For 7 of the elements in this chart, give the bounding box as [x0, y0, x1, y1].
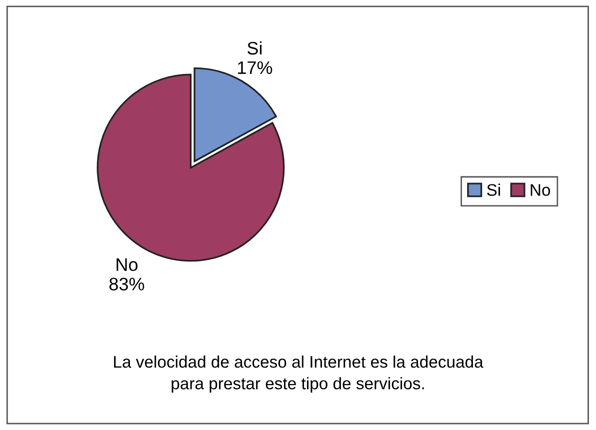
data-label: 17%	[238, 61, 272, 74]
legend-label: No	[530, 184, 550, 196]
text: La velocidad de acceso al Internet es la adecuada para prestar este tipo de servicios.	[114, 356, 484, 393]
slice-label: Si	[248, 41, 262, 55]
legend-label: Si	[487, 184, 500, 196]
data-label: 83%	[109, 278, 144, 290]
slice-label: No	[116, 258, 138, 272]
